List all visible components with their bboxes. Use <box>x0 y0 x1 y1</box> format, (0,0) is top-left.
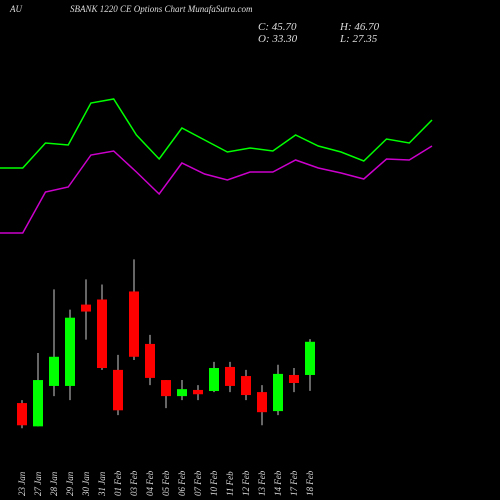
candle-body <box>193 389 203 395</box>
x-tick-label: 06 Feb <box>177 470 187 496</box>
candle-body <box>209 368 219 392</box>
candle-body <box>113 369 123 411</box>
ohlc-label: O: 33.30 <box>258 33 298 45</box>
candle-body <box>17 403 27 426</box>
x-tick-label: 10 Feb <box>209 470 219 496</box>
ohlc-label: L: 27.35 <box>339 33 378 45</box>
ma-line <box>0 98 433 169</box>
candle-body <box>65 317 75 386</box>
x-tick-label: 05 Feb <box>161 470 171 496</box>
candle-body <box>257 392 267 413</box>
x-tick-label: 13 Feb <box>257 470 267 496</box>
x-tick-label: 07 Feb <box>193 470 203 496</box>
x-tick-label: 17 Feb <box>289 470 299 496</box>
x-tick-label: 30 Jan <box>81 471 91 497</box>
x-tick-label: 04 Feb <box>145 470 155 496</box>
candle-body <box>177 389 187 397</box>
candle-body <box>273 373 283 412</box>
symbol: AU <box>9 4 22 14</box>
candle-body <box>81 304 91 312</box>
ohlc-label: H: 46.70 <box>339 21 380 33</box>
candle-body <box>97 299 107 369</box>
x-tick-label: 28 Jan <box>49 471 59 496</box>
candle-body <box>241 376 251 396</box>
x-tick-label: 18 Feb <box>305 470 315 496</box>
x-tick-label: 01 Feb <box>113 470 123 496</box>
candle-body <box>161 380 171 397</box>
candle-body <box>33 380 43 427</box>
x-tick-label: 29 Jan <box>65 471 75 496</box>
x-tick-label: 14 Feb <box>273 470 283 496</box>
x-tick-label: 23 Jan <box>17 471 27 496</box>
x-tick-label: 11 Feb <box>225 471 235 496</box>
chart-title: SBANK 1220 CE Options Chart MunafaSutra.… <box>70 4 253 14</box>
candle-body <box>145 343 155 378</box>
candle-body <box>129 291 139 357</box>
candle-body <box>225 366 235 386</box>
x-tick-label: 12 Feb <box>241 470 251 496</box>
candle-body <box>49 356 59 386</box>
ma-line <box>0 145 433 234</box>
candle-body <box>289 374 299 383</box>
x-tick-label: 27 Jan <box>33 471 43 496</box>
ohlc-label: C: 45.70 <box>258 21 297 33</box>
x-tick-label: 31 Jan <box>97 471 107 497</box>
x-tick-label: 03 Feb <box>129 470 139 496</box>
candle-body <box>305 341 315 375</box>
